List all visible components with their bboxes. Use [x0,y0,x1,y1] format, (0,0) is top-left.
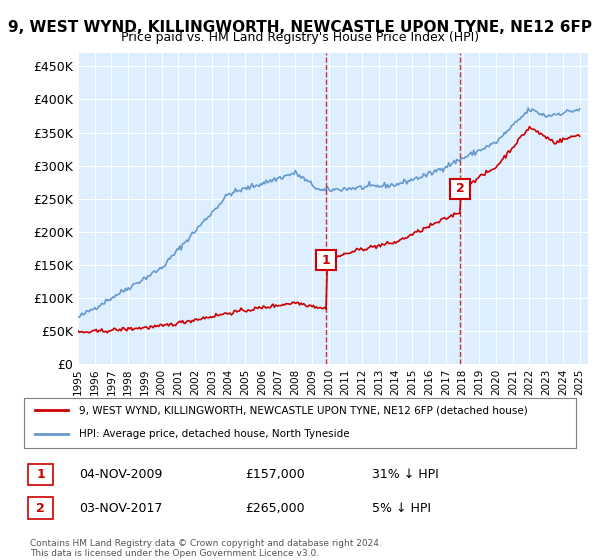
Text: £265,000: £265,000 [245,502,304,515]
Text: 31% ↓ HPI: 31% ↓ HPI [372,468,439,481]
Text: 2: 2 [455,182,464,195]
Text: 9, WEST WYND, KILLINGWORTH, NEWCASTLE UPON TYNE, NE12 6FP (detached house): 9, WEST WYND, KILLINGWORTH, NEWCASTLE UP… [79,405,528,415]
Text: 5% ↓ HPI: 5% ↓ HPI [372,502,431,515]
Text: Contains HM Land Registry data © Crown copyright and database right 2024.
This d: Contains HM Land Registry data © Crown c… [30,539,382,558]
Text: Price paid vs. HM Land Registry's House Price Index (HPI): Price paid vs. HM Land Registry's House … [121,31,479,44]
Text: 03-NOV-2017: 03-NOV-2017 [79,502,163,515]
FancyBboxPatch shape [28,497,53,519]
Text: 2: 2 [36,502,45,515]
Text: 1: 1 [322,254,331,267]
Text: 04-NOV-2009: 04-NOV-2009 [79,468,163,481]
Text: £157,000: £157,000 [245,468,305,481]
Text: 9, WEST WYND, KILLINGWORTH, NEWCASTLE UPON TYNE, NE12 6FP: 9, WEST WYND, KILLINGWORTH, NEWCASTLE UP… [8,20,592,35]
Text: 1: 1 [36,468,45,481]
FancyBboxPatch shape [28,464,53,486]
Text: HPI: Average price, detached house, North Tyneside: HPI: Average price, detached house, Nort… [79,429,350,439]
